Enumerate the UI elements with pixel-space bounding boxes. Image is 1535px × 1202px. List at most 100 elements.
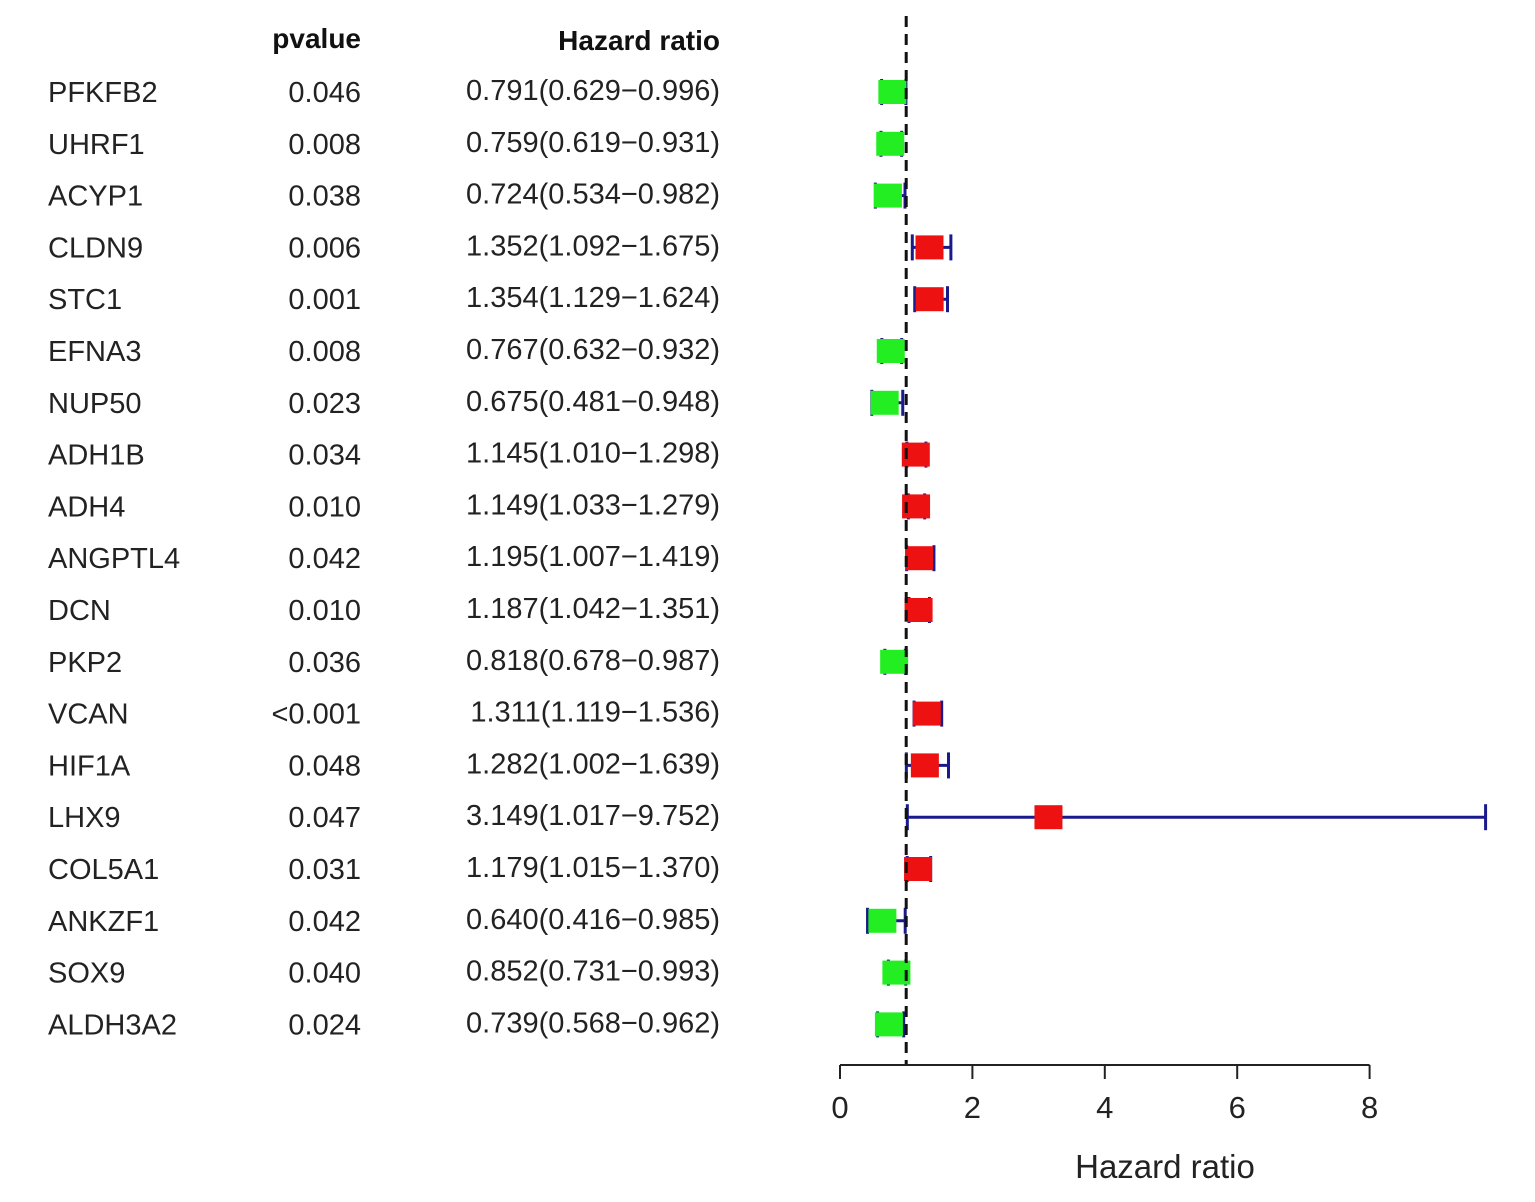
pvalue-label: 0.001 bbox=[288, 284, 361, 316]
hazard-ratio-label: 3.149(1.017−9.752) bbox=[466, 800, 720, 832]
pvalue-label: 0.034 bbox=[288, 440, 361, 472]
table-rows: PFKFB2 0.046 0.791(0.629−0.996) UHRF1 0.008 0… bbox=[48, 75, 720, 1041]
table-row: LHX9 0.047 3.149(1.017−9.752) bbox=[48, 800, 720, 834]
hazard-ratio-label: 0.791(0.629−0.996) bbox=[466, 75, 720, 107]
pvalue-label: <0.001 bbox=[271, 699, 361, 731]
table-row: ADH1B 0.034 1.145(1.010−1.298) bbox=[48, 438, 720, 472]
plot-area bbox=[866, 16, 1488, 1065]
table-row: ADH4 0.010 1.149(1.033−1.279) bbox=[48, 489, 720, 523]
gene-label: STC1 bbox=[48, 284, 122, 316]
gene-label: PKP2 bbox=[48, 647, 122, 679]
gene-label: ACYP1 bbox=[48, 181, 143, 213]
gene-label: CLDN9 bbox=[48, 232, 143, 264]
table-row: ANGPTL4 0.042 1.195(1.007−1.419) bbox=[48, 541, 720, 575]
table-row: HIF1A 0.048 1.282(1.002−1.639) bbox=[48, 748, 720, 782]
hazard-ratio-label: 0.759(0.619−0.931) bbox=[466, 127, 720, 159]
gene-label: NUP50 bbox=[48, 388, 142, 420]
pvalue-label: 0.031 bbox=[288, 854, 361, 886]
pvalue-label: 0.047 bbox=[288, 802, 361, 834]
hazard-ratio-marker bbox=[878, 80, 907, 104]
table-row: VCAN <0.001 1.311(1.119−1.536) bbox=[48, 697, 720, 731]
pvalue-label: 0.048 bbox=[288, 750, 361, 782]
hazard-ratio-marker bbox=[1034, 805, 1063, 830]
x-tick-label: 8 bbox=[1361, 1090, 1378, 1125]
hazard-ratio-marker bbox=[915, 235, 944, 260]
hazard-ratio-label: 0.724(0.534−0.982) bbox=[466, 179, 720, 211]
hazard-ratio-label: 1.195(1.007−1.419) bbox=[466, 541, 720, 573]
hazard-ratio-label: 0.675(0.481−0.948) bbox=[466, 386, 720, 418]
hazard-ratio-marker bbox=[905, 546, 934, 571]
pvalue-label: 0.042 bbox=[288, 543, 361, 575]
gene-label: PFKFB2 bbox=[48, 77, 158, 109]
pvalue-label: 0.036 bbox=[288, 647, 361, 679]
pvalue-label: 0.008 bbox=[288, 129, 361, 161]
hazard-ratio-marker bbox=[874, 1012, 903, 1037]
pvalue-column-header: pvalue bbox=[272, 23, 361, 54]
hazard-ratio-marker bbox=[915, 287, 944, 312]
gene-label: ADH4 bbox=[48, 491, 125, 523]
hazard-ratio-label: 0.818(0.678−0.987) bbox=[466, 645, 720, 677]
hazard-ratio-label: 1.282(1.002−1.639) bbox=[466, 748, 720, 780]
table-row: CLDN9 0.006 1.352(1.092−1.675) bbox=[48, 230, 720, 264]
table-row: PKP2 0.036 0.818(0.678−0.987) bbox=[48, 645, 720, 679]
gene-label: ADH1B bbox=[48, 440, 145, 472]
pvalue-label: 0.006 bbox=[288, 232, 361, 264]
x-axis-title: Hazard ratio bbox=[1075, 1148, 1255, 1185]
gene-label: ANKZF1 bbox=[48, 906, 159, 938]
table-row: STC1 0.001 1.354(1.129−1.624) bbox=[48, 282, 720, 316]
hazard-ratio-label: 1.187(1.042−1.351) bbox=[466, 593, 720, 625]
table-row: PFKFB2 0.046 0.791(0.629−0.996) bbox=[48, 75, 720, 109]
gene-label: ALDH3A2 bbox=[48, 1009, 177, 1041]
x-tick-label: 6 bbox=[1229, 1090, 1246, 1125]
pvalue-label: 0.038 bbox=[288, 181, 361, 213]
hazard-ratio-column-header: Hazard ratio bbox=[558, 25, 720, 56]
gene-label: ANGPTL4 bbox=[48, 543, 180, 575]
gene-label: VCAN bbox=[48, 699, 129, 731]
hazard-ratio-label: 1.352(1.092−1.675) bbox=[466, 230, 720, 262]
hazard-ratio-label: 0.767(0.632−0.932) bbox=[466, 334, 720, 366]
x-tick-label: 0 bbox=[831, 1090, 848, 1125]
x-tick-label: 2 bbox=[964, 1090, 981, 1125]
gene-label: HIF1A bbox=[48, 750, 131, 782]
hazard-ratio-label: 0.640(0.416−0.985) bbox=[466, 904, 720, 936]
hazard-ratio-marker bbox=[912, 701, 941, 726]
gene-label: DCN bbox=[48, 595, 111, 627]
x-tick-label: 4 bbox=[1096, 1090, 1113, 1125]
hazard-ratio-marker bbox=[904, 857, 933, 881]
pvalue-label: 0.040 bbox=[288, 958, 361, 990]
table-row: ACYP1 0.038 0.724(0.534−0.982) bbox=[48, 179, 720, 213]
gene-label: SOX9 bbox=[48, 958, 125, 990]
table-row: EFNA3 0.008 0.767(0.632−0.932) bbox=[48, 334, 720, 368]
x-axis: 0 2 4 6 8 bbox=[831, 1064, 1378, 1125]
hazard-ratio-label: 1.145(1.010−1.298) bbox=[466, 438, 720, 470]
hazard-ratio-marker bbox=[876, 131, 905, 156]
pvalue-label: 0.046 bbox=[288, 77, 361, 109]
hazard-ratio-label: 0.739(0.568−0.962) bbox=[466, 1007, 720, 1039]
table-row: ALDH3A2 0.024 0.739(0.568−0.962) bbox=[48, 1007, 720, 1041]
hazard-ratio-marker bbox=[910, 753, 939, 778]
pvalue-label: 0.010 bbox=[288, 491, 361, 523]
hazard-ratio-label: 1.179(1.015−1.370) bbox=[466, 852, 720, 884]
pvalue-label: 0.024 bbox=[288, 1009, 361, 1041]
hazard-ratio-label: 0.852(0.731−0.993) bbox=[466, 956, 720, 988]
pvalue-label: 0.042 bbox=[288, 906, 361, 938]
table-row: COL5A1 0.031 1.179(1.015−1.370) bbox=[48, 852, 720, 886]
hazard-ratio-marker bbox=[868, 908, 897, 933]
hazard-ratio-label: 1.311(1.119−1.536) bbox=[470, 697, 720, 729]
table-row: SOX9 0.040 0.852(0.731−0.993) bbox=[48, 956, 720, 990]
hazard-ratio-marker bbox=[904, 598, 933, 622]
pvalue-label: 0.010 bbox=[288, 595, 361, 627]
hazard-ratio-marker bbox=[870, 390, 899, 415]
table-row: ANKZF1 0.042 0.640(0.416−0.985) bbox=[48, 904, 720, 938]
gene-label: EFNA3 bbox=[48, 336, 141, 368]
hazard-ratio-label: 1.149(1.033−1.279) bbox=[466, 489, 720, 521]
gene-label: LHX9 bbox=[48, 802, 121, 834]
pvalue-label: 0.008 bbox=[288, 336, 361, 368]
table-row: NUP50 0.023 0.675(0.481−0.948) bbox=[48, 386, 720, 420]
gene-label: COL5A1 bbox=[48, 854, 159, 886]
hazard-ratio-marker bbox=[880, 649, 909, 674]
hazard-ratio-marker bbox=[876, 339, 905, 363]
pvalue-label: 0.023 bbox=[288, 388, 361, 420]
